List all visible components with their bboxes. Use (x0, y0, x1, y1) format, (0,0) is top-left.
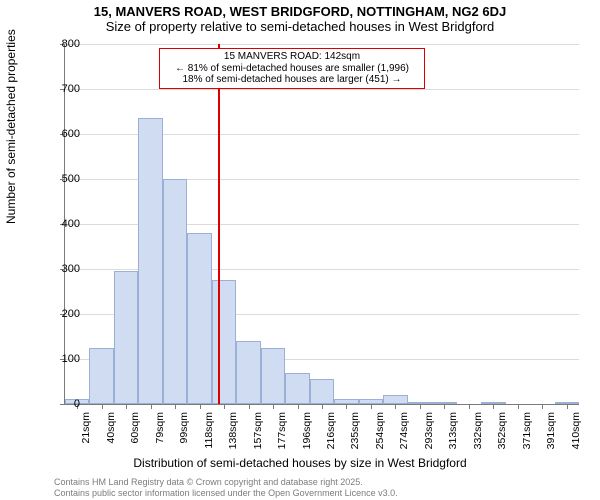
footer-line-2: Contains public sector information licen… (54, 488, 398, 498)
y-tick-label: 600 (40, 128, 80, 140)
histogram-bar (187, 233, 211, 404)
annotation-box: 15 MANVERS ROAD: 142sqm← 81% of semi-det… (159, 48, 425, 89)
x-tick-mark (126, 404, 127, 409)
x-tick-label: 99sqm (178, 412, 190, 444)
x-tick-mark (224, 404, 225, 409)
x-tick-mark (371, 404, 372, 409)
x-tick-mark (444, 404, 445, 409)
histogram-bar (212, 280, 236, 404)
x-tick-mark (298, 404, 299, 409)
x-tick-mark (469, 404, 470, 409)
x-tick-mark (567, 404, 568, 409)
annotation-line-2: ← 81% of semi-detached houses are smalle… (164, 63, 420, 75)
x-tick-label: 371sqm (521, 412, 533, 449)
gridline (65, 89, 579, 90)
annotation-line-1: 15 MANVERS ROAD: 142sqm (164, 51, 420, 63)
x-tick-label: 352sqm (496, 412, 508, 449)
footer-attribution: Contains HM Land Registry data © Crown c… (54, 477, 398, 498)
y-tick-label: 700 (40, 83, 80, 95)
x-tick-label: 216sqm (325, 412, 337, 449)
gridline (65, 44, 579, 45)
x-axis-label: Distribution of semi-detached houses by … (0, 456, 600, 470)
x-tick-label: 313sqm (447, 412, 459, 449)
x-tick-label: 118sqm (203, 412, 215, 449)
x-tick-label: 79sqm (154, 412, 166, 444)
y-axis-label: Number of semi-detached properties (4, 29, 18, 224)
y-tick-label: 0 (40, 398, 80, 410)
x-tick-label: 254sqm (374, 412, 386, 449)
y-tick-label: 200 (40, 308, 80, 320)
x-tick-mark (518, 404, 519, 409)
x-tick-mark (151, 404, 152, 409)
y-tick-label: 300 (40, 263, 80, 275)
x-tick-label: 60sqm (129, 412, 141, 444)
x-tick-mark (175, 404, 176, 409)
x-tick-label: 177sqm (276, 412, 288, 449)
title-line-2: Size of property relative to semi-detach… (0, 19, 600, 34)
x-tick-label: 410sqm (570, 412, 582, 449)
histogram-bar (89, 348, 113, 404)
x-tick-label: 40sqm (105, 412, 117, 444)
histogram-bar (261, 348, 285, 404)
chart-title-block: 15, MANVERS ROAD, WEST BRIDGFORD, NOTTIN… (0, 0, 600, 34)
x-tick-mark (102, 404, 103, 409)
x-tick-mark (200, 404, 201, 409)
y-tick-label: 800 (40, 38, 80, 50)
y-tick-label: 100 (40, 353, 80, 365)
histogram-bar (138, 118, 162, 404)
histogram-plot-area: 15 MANVERS ROAD: 142sqm← 81% of semi-det… (64, 44, 579, 405)
x-tick-label: 274sqm (398, 412, 410, 449)
x-tick-mark (395, 404, 396, 409)
x-tick-label: 293sqm (423, 412, 435, 449)
annotation-line-3: 18% of semi-detached houses are larger (… (164, 74, 420, 86)
x-tick-label: 235sqm (349, 412, 361, 449)
title-line-1: 15, MANVERS ROAD, WEST BRIDGFORD, NOTTIN… (0, 4, 600, 19)
x-tick-mark (249, 404, 250, 409)
x-tick-mark (493, 404, 494, 409)
x-tick-label: 138sqm (227, 412, 239, 449)
histogram-bar (310, 379, 334, 404)
y-tick-label: 400 (40, 218, 80, 230)
x-tick-label: 196sqm (301, 412, 313, 449)
x-tick-label: 21sqm (80, 412, 92, 444)
histogram-bar (114, 271, 138, 404)
histogram-bar (163, 179, 187, 404)
x-tick-mark (273, 404, 274, 409)
histogram-bar (285, 373, 309, 405)
histogram-bar (383, 395, 407, 404)
x-tick-mark (346, 404, 347, 409)
x-tick-label: 332sqm (472, 412, 484, 449)
footer-line-1: Contains HM Land Registry data © Crown c… (54, 477, 398, 487)
marker-vertical-line (218, 44, 220, 404)
x-tick-mark (542, 404, 543, 409)
y-tick-label: 500 (40, 173, 80, 185)
x-tick-label: 391sqm (545, 412, 557, 449)
histogram-bar (236, 341, 260, 404)
x-tick-label: 157sqm (252, 412, 264, 449)
x-tick-mark (420, 404, 421, 409)
x-tick-mark (322, 404, 323, 409)
